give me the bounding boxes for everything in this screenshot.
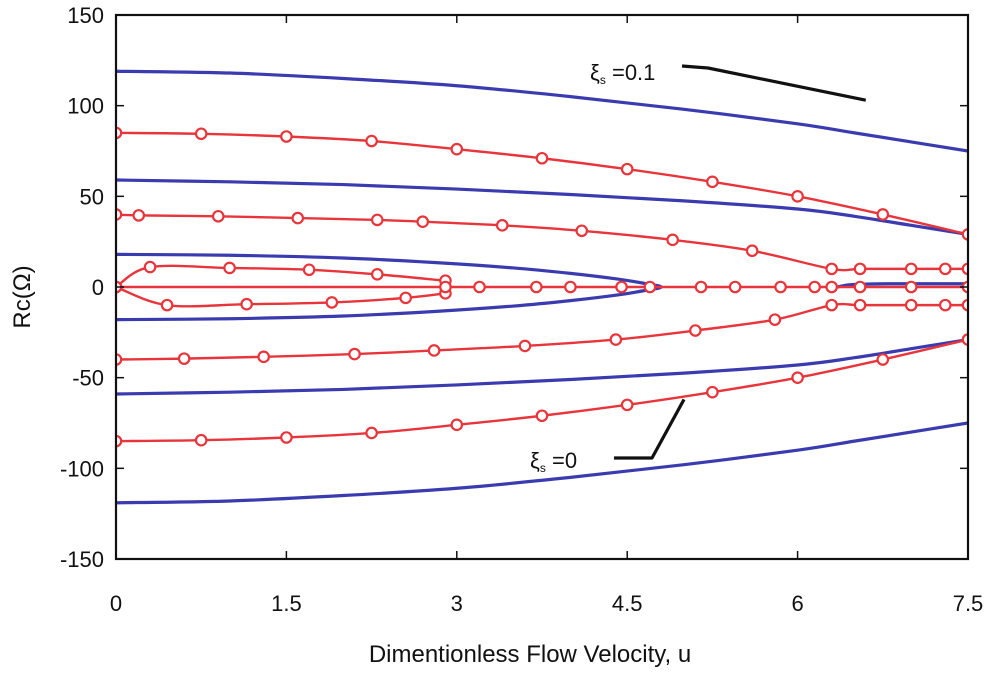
data-point-marker bbox=[280, 431, 293, 444]
blue-series-line-5 bbox=[835, 282, 968, 289]
data-point-marker bbox=[938, 262, 952, 276]
x-tick-label: 1.5 bbox=[271, 591, 302, 616]
data-point-marker bbox=[620, 162, 634, 176]
data-point-marker bbox=[427, 344, 441, 357]
data-point-marker bbox=[575, 224, 589, 238]
data-point-marker bbox=[694, 280, 708, 294]
data-point-marker bbox=[450, 142, 464, 156]
data-point-marker bbox=[853, 280, 867, 294]
data-point-marker bbox=[706, 385, 719, 399]
series-layer bbox=[116, 69, 968, 505]
data-point-marker bbox=[450, 418, 464, 432]
data-point-marker bbox=[399, 291, 412, 305]
data-point-marker bbox=[348, 347, 361, 361]
data-point-marker bbox=[643, 280, 657, 294]
data-point-marker bbox=[876, 353, 890, 366]
data-point-marker bbox=[620, 398, 634, 412]
data-point-marker bbox=[728, 280, 742, 294]
data-point-marker bbox=[808, 280, 821, 294]
data-point-marker bbox=[535, 151, 549, 165]
blue-series-line-1 bbox=[116, 421, 968, 505]
x-tick-label: 7.5 bbox=[953, 591, 984, 616]
x-tick-label: 0 bbox=[110, 591, 122, 616]
data-point-marker bbox=[439, 280, 452, 294]
data-point-marker bbox=[325, 296, 339, 309]
annotation-leader-line bbox=[614, 398, 686, 460]
data-point-marker bbox=[223, 261, 236, 275]
data-point-marker bbox=[768, 313, 782, 326]
data-point-marker bbox=[904, 298, 918, 312]
x-tick-label: 3 bbox=[451, 591, 463, 616]
blue-series-line-0 bbox=[116, 69, 968, 153]
data-point-marker bbox=[530, 280, 543, 294]
data-point-marker bbox=[370, 213, 384, 227]
data-point-marker bbox=[825, 280, 838, 294]
x-tick-label: 4.5 bbox=[612, 591, 643, 616]
data-point-marker bbox=[938, 298, 952, 312]
annotation-leader-line bbox=[681, 64, 867, 102]
data-point-marker bbox=[825, 298, 838, 312]
red-series-line-9 bbox=[116, 302, 968, 361]
data-point-marker bbox=[564, 280, 577, 294]
data-point-marker bbox=[904, 262, 918, 276]
data-point-marker bbox=[745, 244, 759, 258]
data-point-marker bbox=[535, 409, 549, 423]
annotation-label: ξs =0.1 bbox=[590, 60, 655, 87]
data-point-marker bbox=[291, 211, 305, 225]
data-point-marker bbox=[853, 298, 867, 312]
data-point-marker bbox=[194, 433, 208, 447]
data-point-marker bbox=[689, 324, 702, 337]
blue-series-line-3 bbox=[116, 337, 968, 396]
data-point-marker bbox=[853, 262, 867, 276]
y-tick-label: 50 bbox=[80, 184, 104, 209]
y-tick-label: 0 bbox=[92, 275, 104, 300]
data-point-marker bbox=[774, 280, 787, 294]
data-point-marker bbox=[132, 209, 146, 222]
annotation-layer: ξs =0.1 ξs =0 bbox=[530, 60, 867, 475]
data-point-marker bbox=[615, 280, 628, 294]
data-point-marker bbox=[609, 333, 623, 346]
data-point-marker bbox=[365, 426, 378, 440]
data-point-marker bbox=[666, 233, 679, 247]
data-point-marker bbox=[518, 339, 532, 353]
series-group bbox=[116, 69, 968, 505]
data-point-marker bbox=[791, 190, 804, 203]
data-point-marker bbox=[302, 263, 316, 277]
data-point-marker bbox=[706, 175, 719, 189]
y-tick-label: 100 bbox=[67, 94, 104, 119]
data-point-marker bbox=[495, 219, 509, 232]
data-point-marker bbox=[257, 350, 270, 364]
data-point-marker bbox=[825, 262, 838, 276]
x-tick-label: 6 bbox=[791, 591, 803, 616]
data-point-marker bbox=[143, 260, 157, 274]
data-point-marker bbox=[904, 280, 918, 294]
x-axis-label: Dimentionless Flow Velocity, u bbox=[369, 641, 691, 668]
y-tick-label: -100 bbox=[60, 456, 104, 481]
data-point-marker bbox=[240, 297, 253, 311]
data-point-marker bbox=[370, 268, 384, 281]
red-series-line-8 bbox=[116, 213, 968, 272]
data-point-marker bbox=[211, 209, 225, 223]
data-point-marker bbox=[365, 134, 378, 148]
data-point-marker bbox=[473, 280, 486, 294]
data-point-marker bbox=[177, 352, 191, 365]
data-point-marker bbox=[194, 127, 208, 141]
y-tick-label: -150 bbox=[60, 547, 104, 572]
red-series-line-10 bbox=[116, 264, 447, 289]
y-axis-label: Rc(Ω) bbox=[9, 265, 36, 328]
y-tick-label: 150 bbox=[67, 3, 104, 28]
annotation-label: ξs =0 bbox=[530, 448, 577, 475]
data-point-marker bbox=[280, 130, 293, 143]
data-point-marker bbox=[416, 215, 430, 229]
tick-layer: 0 1.5 3 4.5 6 7.5 150 100 50 0 -50 -100 -150 bbox=[60, 3, 983, 616]
data-point-marker bbox=[160, 298, 174, 312]
blue-series-line-2 bbox=[116, 178, 968, 237]
y-tick-label: -50 bbox=[72, 366, 104, 391]
data-point-marker bbox=[876, 208, 890, 221]
data-point-marker bbox=[791, 371, 804, 384]
